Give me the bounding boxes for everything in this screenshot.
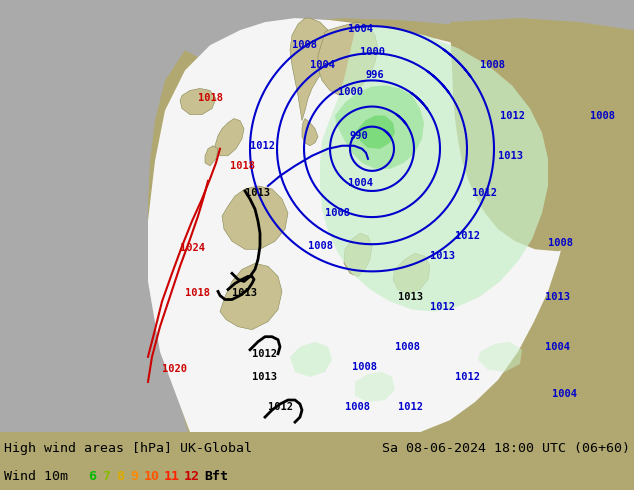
Text: 1008: 1008	[345, 402, 370, 412]
Text: 1013: 1013	[545, 292, 570, 301]
Text: 1018: 1018	[185, 289, 210, 298]
Polygon shape	[0, 0, 188, 432]
Text: 1013: 1013	[398, 292, 423, 301]
Text: 1012: 1012	[472, 188, 497, 198]
Polygon shape	[318, 22, 378, 96]
Text: 1018: 1018	[230, 161, 255, 171]
Text: High wind areas [hPa] UK-Global: High wind areas [hPa] UK-Global	[4, 442, 252, 455]
Text: 1012: 1012	[500, 111, 525, 121]
Text: 990: 990	[350, 131, 369, 141]
Polygon shape	[344, 233, 372, 276]
Text: 1008: 1008	[480, 60, 505, 71]
Text: Wind 10m: Wind 10m	[4, 470, 68, 483]
Text: 1008: 1008	[325, 208, 350, 218]
Text: 1013: 1013	[252, 372, 277, 382]
Text: 1008: 1008	[395, 342, 420, 352]
Text: 8: 8	[116, 470, 124, 483]
Text: 1012: 1012	[250, 141, 275, 151]
Polygon shape	[356, 116, 395, 149]
Text: 1004: 1004	[545, 342, 570, 352]
Text: 1000: 1000	[360, 47, 385, 57]
Polygon shape	[220, 263, 282, 330]
Text: 1012: 1012	[455, 372, 480, 382]
Text: 1008: 1008	[548, 238, 573, 248]
Polygon shape	[335, 85, 424, 169]
Text: 1013: 1013	[245, 188, 270, 198]
Text: 1012: 1012	[455, 231, 480, 241]
Text: 1018: 1018	[198, 93, 223, 102]
Text: Sa 08-06-2024 18:00 UTC (06+60): Sa 08-06-2024 18:00 UTC (06+60)	[382, 442, 630, 455]
Text: 1008: 1008	[590, 111, 615, 121]
Polygon shape	[478, 342, 522, 372]
Text: 1013: 1013	[430, 251, 455, 261]
Text: 1004: 1004	[552, 389, 577, 399]
Polygon shape	[290, 18, 332, 121]
Polygon shape	[302, 119, 318, 146]
Polygon shape	[450, 18, 634, 251]
Text: 1004: 1004	[348, 178, 373, 188]
Text: 1004: 1004	[310, 60, 335, 71]
Polygon shape	[180, 89, 216, 115]
Polygon shape	[393, 253, 430, 294]
Text: 1012: 1012	[430, 301, 455, 312]
Polygon shape	[320, 25, 548, 312]
Text: 996: 996	[365, 71, 384, 80]
Polygon shape	[148, 18, 575, 432]
Text: 1004: 1004	[348, 24, 373, 34]
Text: 7: 7	[102, 470, 110, 483]
Polygon shape	[290, 342, 332, 377]
Text: 1012: 1012	[268, 402, 293, 412]
Polygon shape	[215, 119, 244, 156]
Text: 1012: 1012	[252, 349, 277, 359]
Text: Bft: Bft	[204, 470, 228, 483]
Text: 1000: 1000	[338, 88, 363, 98]
Text: 9: 9	[130, 470, 138, 483]
Polygon shape	[355, 372, 395, 402]
Text: 1008: 1008	[352, 362, 377, 372]
Text: 1012: 1012	[398, 402, 423, 412]
Polygon shape	[222, 186, 288, 249]
Text: 11: 11	[164, 470, 180, 483]
Text: 12: 12	[184, 470, 200, 483]
Text: 1008: 1008	[292, 40, 317, 50]
Text: 6: 6	[88, 470, 96, 483]
Polygon shape	[0, 0, 634, 65]
Polygon shape	[0, 0, 634, 432]
Text: 1008: 1008	[308, 241, 333, 251]
Text: 1020: 1020	[162, 364, 187, 374]
Text: 1013: 1013	[498, 151, 523, 161]
Text: 10: 10	[144, 470, 160, 483]
Text: 1024: 1024	[180, 243, 205, 253]
Polygon shape	[205, 146, 218, 166]
Text: 1013: 1013	[232, 289, 257, 298]
